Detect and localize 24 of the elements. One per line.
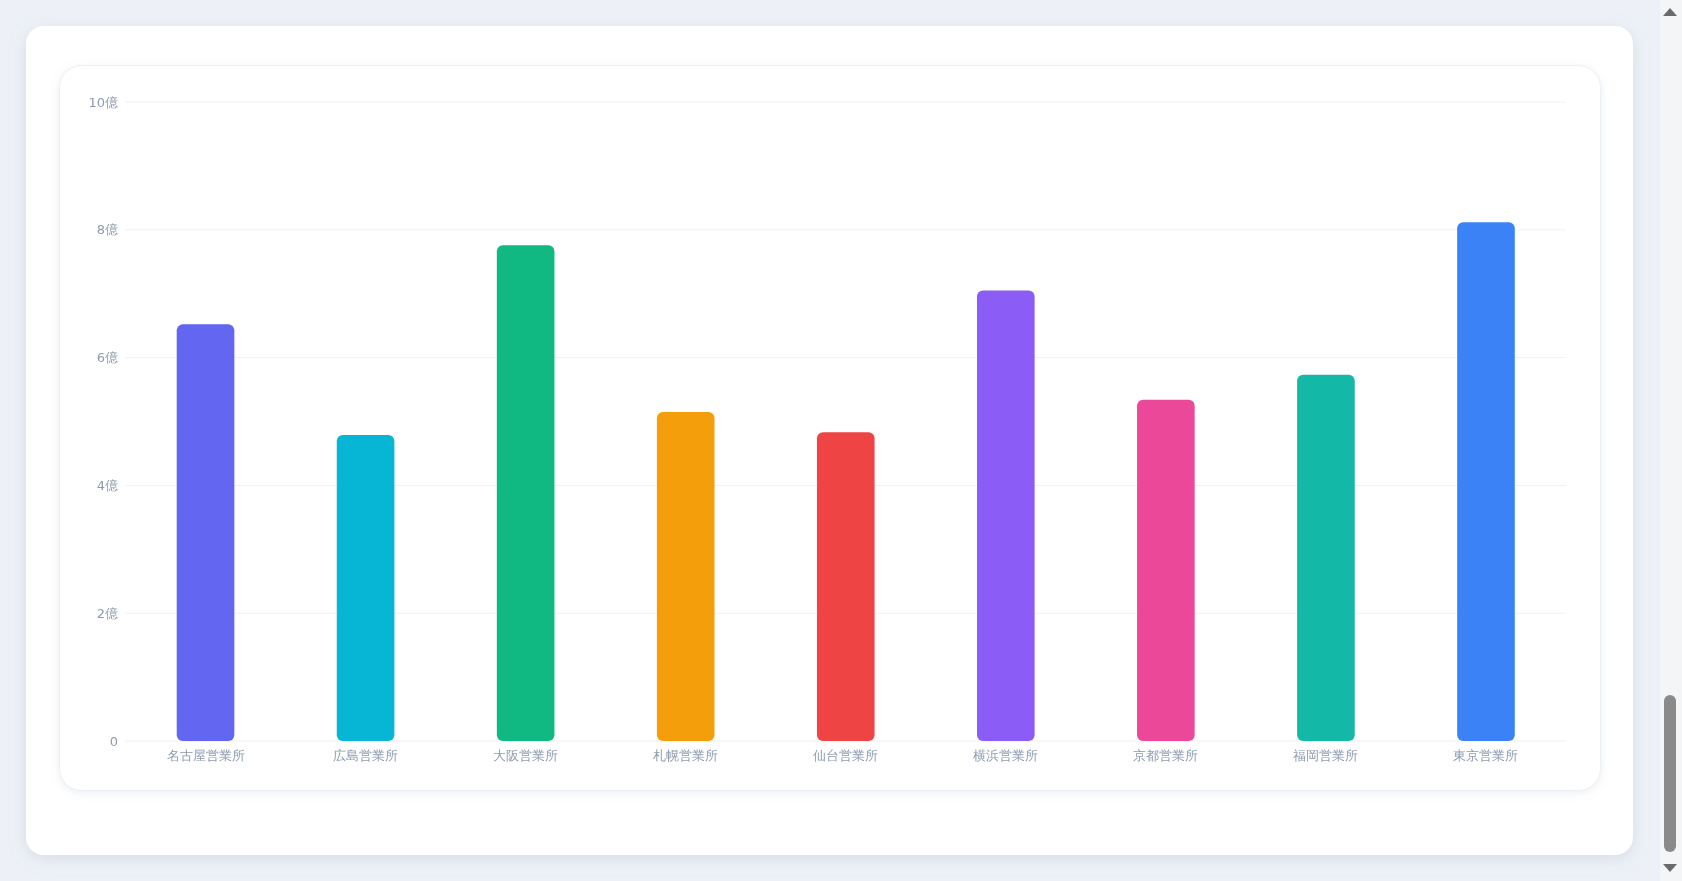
bar — [977, 290, 1035, 741]
y-tick-label: 4億 — [96, 477, 118, 493]
y-tick-label: 2億 — [96, 605, 118, 621]
bar — [1457, 222, 1515, 741]
y-tick-label: 10億 — [88, 94, 118, 110]
x-tick-label: 仙台営業所 — [813, 747, 879, 763]
y-tick-label: 8億 — [96, 222, 118, 238]
x-tick-label: 札幌営業所 — [653, 747, 719, 763]
x-tick-label: 広島営業所 — [333, 747, 399, 763]
x-tick-label: 福岡営業所 — [1293, 747, 1359, 763]
x-tick-label: 東京営業所 — [1453, 747, 1519, 763]
bar — [1137, 399, 1195, 741]
bar — [1297, 374, 1355, 741]
x-tick-label: 横浜営業所 — [973, 747, 1039, 763]
x-tick-label: 大阪営業所 — [493, 747, 559, 763]
x-tick-label: 名古屋営業所 — [166, 747, 245, 763]
bar — [496, 245, 555, 741]
bar — [656, 411, 715, 741]
x-tick-label: 京都営業所 — [1133, 747, 1199, 763]
y-tick-label: 0 — [109, 733, 118, 749]
bar — [336, 434, 395, 741]
bar — [816, 432, 875, 741]
bar — [176, 324, 235, 741]
y-tick-label: 6億 — [96, 350, 118, 366]
